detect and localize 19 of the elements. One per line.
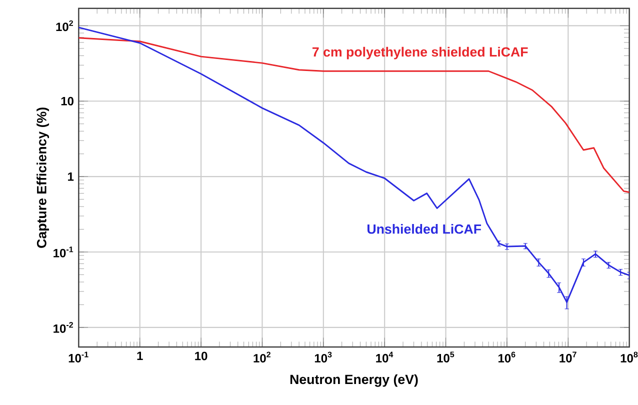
x-tick-label: 1 [137, 352, 143, 360]
x-tick-label: 10$^{8}$ [620, 352, 638, 363]
x-tick-label: 10$^{6}$ [498, 352, 516, 363]
x-tick-label: 10$^{5}$ [437, 352, 454, 362]
x-tick-label: 10$^{3}$ [314, 352, 332, 363]
x-axis-title: Neutron Energy (eV) [290, 374, 418, 387]
series-label: 7 cm polyethylene shielded LiCAF [312, 46, 528, 60]
y-axis-title: Capture Efficiency (%) [36, 108, 50, 248]
y-tick-label: 10$^{-2}$ [54, 322, 73, 333]
x-tick-label: 10$^{2}$ [254, 352, 270, 363]
y-tick-label: 10$^{2}$ [56, 20, 73, 32]
y-tick-label: 1 [68, 172, 74, 181]
x-tick-label: 10$^{7}$ [560, 352, 576, 362]
x-tick-label: 10$^{-1}$ [68, 352, 88, 362]
series-label: Unshielded LiCAF [367, 224, 482, 234]
y-tick-label: 10 [61, 96, 74, 106]
x-tick-label: 10 [195, 352, 208, 360]
y-tick-label: 10$^{-1}$ [54, 246, 74, 258]
x-tick-label: 10$^{4}$ [376, 352, 394, 362]
